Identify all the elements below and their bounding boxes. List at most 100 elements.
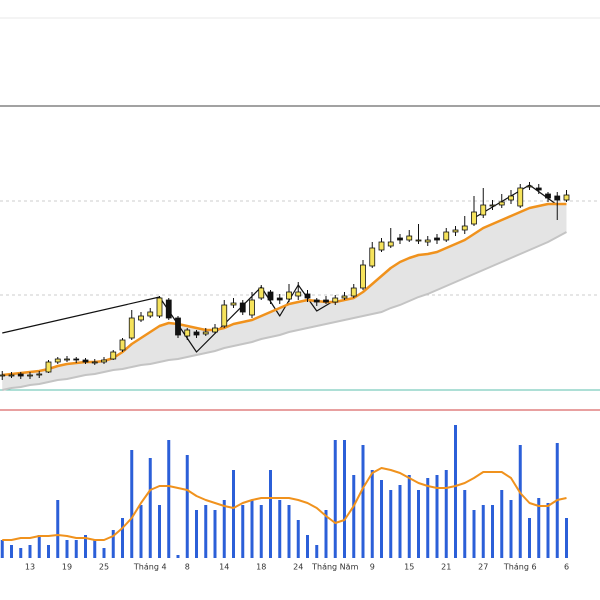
candle-body bbox=[323, 299, 329, 303]
volume-bar bbox=[130, 450, 134, 558]
candle-body bbox=[360, 264, 366, 289]
volume-bar bbox=[500, 490, 504, 558]
x-tick-label: 13 bbox=[25, 563, 35, 572]
candle-body bbox=[249, 299, 255, 316]
volume-bar bbox=[491, 505, 494, 558]
candle-body bbox=[498, 201, 505, 206]
x-tick-label: Tháng 4 bbox=[133, 563, 167, 572]
volume-bar bbox=[84, 535, 87, 558]
volume-bar bbox=[426, 478, 430, 558]
volume-bar bbox=[417, 490, 420, 558]
volume-bar bbox=[278, 500, 282, 558]
candle-body bbox=[119, 339, 126, 351]
volume-bar bbox=[222, 500, 226, 558]
candle-body bbox=[165, 299, 172, 319]
volume-bar bbox=[463, 490, 467, 558]
candle-body bbox=[452, 229, 459, 233]
candle-body bbox=[54, 358, 61, 363]
volume-bar bbox=[454, 425, 457, 558]
candle-body bbox=[45, 361, 52, 373]
volume-bar bbox=[250, 500, 254, 558]
candle-body bbox=[286, 291, 292, 300]
volume-bar bbox=[259, 505, 263, 558]
volume-bar bbox=[407, 475, 411, 558]
x-axis: 13 19 25 Tháng 4 8 14 18 24 Tháng Năm 9 15 21 27 Thán… bbox=[25, 563, 569, 572]
x-tick-label: 18 bbox=[256, 563, 266, 572]
price-panel bbox=[0, 182, 600, 391]
moving-average bbox=[2, 202, 567, 377]
candle-body bbox=[91, 361, 98, 364]
candle-body bbox=[17, 373, 24, 377]
volume-bar bbox=[56, 500, 60, 558]
volume-bar bbox=[565, 518, 568, 558]
volume-bar bbox=[509, 500, 513, 558]
candle-body bbox=[471, 211, 477, 225]
volume-bar bbox=[352, 475, 356, 558]
volume-bar bbox=[28, 545, 32, 558]
volume-bar bbox=[537, 498, 541, 558]
volume-bar bbox=[111, 530, 115, 558]
candle-body bbox=[27, 374, 33, 377]
band-area bbox=[2, 204, 567, 390]
volume-bar bbox=[472, 510, 476, 558]
candle-body bbox=[258, 287, 265, 299]
candle-body bbox=[545, 193, 551, 199]
candle-body bbox=[406, 235, 413, 241]
volume-bar bbox=[0, 540, 4, 558]
volume-bar bbox=[389, 490, 393, 558]
candle-body bbox=[332, 297, 339, 303]
volume-bar bbox=[361, 445, 365, 558]
candle-body bbox=[73, 358, 80, 361]
candle-body bbox=[378, 241, 385, 251]
volume-bar bbox=[241, 505, 245, 558]
candle-body bbox=[443, 231, 450, 241]
candle-body bbox=[554, 195, 561, 201]
candle-body bbox=[101, 359, 107, 363]
candle-body bbox=[193, 331, 200, 336]
volume-bar bbox=[315, 545, 319, 558]
volume-bar bbox=[121, 518, 124, 558]
x-tick-label: 25 bbox=[99, 563, 109, 572]
x-tick-label: Tháng 6 bbox=[503, 563, 537, 572]
volume-bar bbox=[444, 470, 448, 558]
volume-bar bbox=[232, 470, 235, 558]
band-lower-edge bbox=[2, 231, 567, 391]
candle-body bbox=[110, 351, 117, 360]
candle-body bbox=[526, 185, 533, 188]
x-tick-label: 14 bbox=[219, 563, 229, 572]
volume-bar bbox=[343, 440, 346, 558]
volume-bar bbox=[518, 445, 522, 558]
volume-moving-average bbox=[2, 467, 567, 541]
candle-body bbox=[0, 374, 6, 377]
volume-bar bbox=[269, 470, 272, 558]
volume-bar bbox=[528, 518, 531, 558]
candle-body bbox=[239, 302, 246, 313]
volume-bar bbox=[37, 535, 41, 558]
candle-body bbox=[350, 287, 357, 297]
volume-bar bbox=[398, 485, 402, 558]
candle-body bbox=[304, 293, 311, 299]
candle-body bbox=[434, 237, 440, 241]
volume-panel bbox=[0, 425, 568, 558]
candle-body bbox=[128, 317, 135, 339]
x-tick-label: 21 bbox=[441, 563, 451, 572]
volume-bar bbox=[167, 440, 171, 558]
x-tick-label: 19 bbox=[62, 563, 72, 572]
candle-body bbox=[397, 237, 403, 241]
volume-bar bbox=[333, 440, 337, 558]
volume-bar bbox=[546, 503, 550, 558]
volume-bar bbox=[176, 555, 180, 558]
x-tick-label: 27 bbox=[478, 563, 488, 572]
volume-bar bbox=[93, 540, 97, 558]
candle-body bbox=[8, 374, 15, 377]
volume-bar bbox=[74, 540, 78, 558]
volume-bar bbox=[185, 455, 189, 558]
candle-body bbox=[480, 204, 487, 216]
candle-body bbox=[64, 358, 70, 361]
candle-body bbox=[369, 247, 376, 267]
candle-body bbox=[415, 239, 422, 242]
volume-bar bbox=[10, 545, 13, 558]
volume-bar bbox=[296, 520, 300, 558]
candle-body bbox=[313, 299, 320, 303]
